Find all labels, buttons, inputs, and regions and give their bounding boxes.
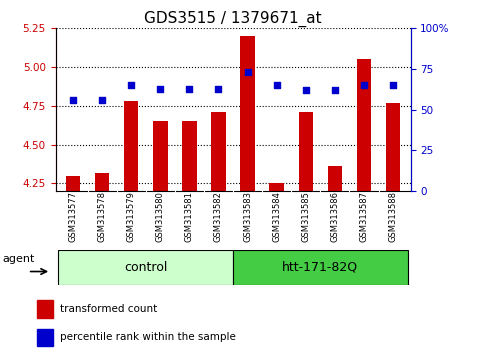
- Bar: [124, 101, 139, 191]
- Point: [360, 82, 368, 88]
- Text: GSM313582: GSM313582: [214, 191, 223, 242]
- Point: [98, 97, 106, 103]
- Text: percentile rank within the sample: percentile rank within the sample: [60, 332, 236, 342]
- Text: GSM313583: GSM313583: [243, 191, 252, 242]
- Text: transformed count: transformed count: [60, 304, 157, 314]
- Bar: [38, 329, 53, 346]
- Text: GSM313577: GSM313577: [69, 191, 77, 242]
- Bar: [211, 112, 226, 191]
- Text: htt-171-82Q: htt-171-82Q: [282, 261, 358, 274]
- Text: GSM313588: GSM313588: [389, 191, 398, 242]
- Point: [214, 86, 222, 91]
- Title: GDS3515 / 1379671_at: GDS3515 / 1379671_at: [144, 11, 322, 27]
- Text: agent: agent: [3, 255, 35, 264]
- Text: control: control: [124, 261, 168, 274]
- Point: [389, 82, 397, 88]
- Bar: [298, 112, 313, 191]
- Point: [69, 97, 77, 103]
- Text: GSM313580: GSM313580: [156, 191, 165, 242]
- Bar: [66, 176, 80, 191]
- Bar: [270, 183, 284, 191]
- Point: [185, 86, 193, 91]
- Text: GSM313578: GSM313578: [98, 191, 107, 242]
- Bar: [153, 121, 168, 191]
- Point: [156, 86, 164, 91]
- Text: GSM313581: GSM313581: [185, 191, 194, 242]
- Point: [331, 87, 339, 93]
- Bar: [386, 103, 400, 191]
- Text: GSM313584: GSM313584: [272, 191, 281, 242]
- Bar: [58, 250, 233, 285]
- Text: GSM313587: GSM313587: [359, 191, 369, 242]
- Text: GSM313579: GSM313579: [127, 191, 136, 242]
- Bar: [95, 172, 109, 191]
- Bar: [182, 121, 197, 191]
- Bar: [38, 300, 53, 318]
- Point: [302, 87, 310, 93]
- Text: GSM313586: GSM313586: [330, 191, 340, 242]
- Point: [128, 82, 135, 88]
- Bar: [233, 250, 408, 285]
- Bar: [241, 36, 255, 191]
- Point: [273, 82, 281, 88]
- Text: GSM313585: GSM313585: [301, 191, 310, 242]
- Bar: [327, 166, 342, 191]
- Point: [244, 69, 252, 75]
- Bar: [357, 59, 371, 191]
